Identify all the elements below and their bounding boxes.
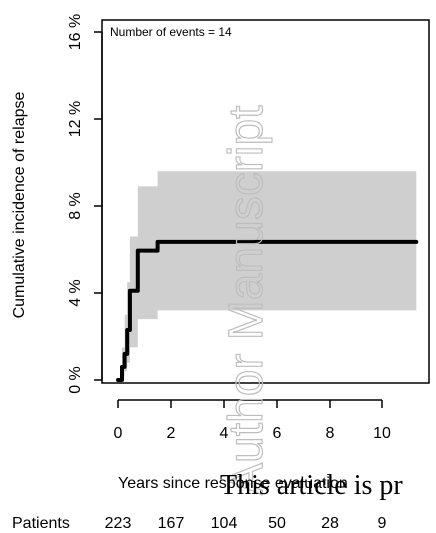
risk-table: Patients 223 167 104 50 28 9 <box>12 515 387 532</box>
x-tick-label: 4 <box>220 425 229 442</box>
risk-count: 167 <box>158 515 185 532</box>
y-tick-label: 16 % <box>67 14 84 50</box>
cumulative-incidence-curve <box>116 239 419 382</box>
risk-table-label: Patients <box>12 515 70 532</box>
x-tick-label: 6 <box>273 425 282 442</box>
x-tick-label: 10 <box>373 425 391 442</box>
x-ticks: 0 2 4 6 8 10 <box>114 400 391 442</box>
risk-count: 28 <box>321 515 339 532</box>
y-tick-label: 4 % <box>67 279 84 307</box>
y-tick-label: 12 % <box>67 101 84 137</box>
risk-count: 9 <box>378 515 387 532</box>
y-tick-label: 0 % <box>67 366 84 394</box>
y-ticks: 16 % 12 % 8 % 4 % 0 % <box>67 14 102 394</box>
curve-layer <box>116 239 419 382</box>
watermark-author-manuscript: Author Manuscript <box>220 105 273 495</box>
risk-count: 50 <box>268 515 286 532</box>
risk-count: 223 <box>105 515 132 532</box>
events-annotation: Number of events = 14 <box>110 25 232 39</box>
x-tick-label: 8 <box>326 425 335 442</box>
x-axis-title: Years since response evaluation <box>118 475 348 492</box>
y-axis-title: Cumulative incidence of relapse <box>11 92 28 319</box>
x-tick-label: 0 <box>114 425 123 442</box>
watermark-bottom: This article is pr <box>220 470 403 501</box>
risk-count: 104 <box>211 515 238 532</box>
confidence-band <box>118 171 417 380</box>
confidence-band-layer <box>118 171 417 380</box>
y-tick-label: 8 % <box>67 192 84 220</box>
x-tick-label: 2 <box>167 425 176 442</box>
